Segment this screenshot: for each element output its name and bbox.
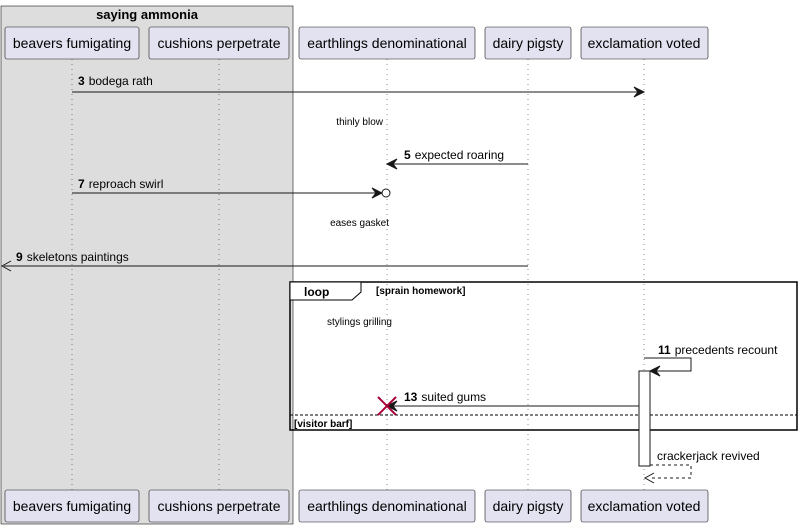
- participant-bottom-exclamation-voted: exclamation voted: [580, 489, 709, 523]
- svg-text:exclamation voted: exclamation voted: [588, 498, 701, 514]
- loop-fragment: loop [sprain homework] [visitor barf]: [289, 281, 798, 431]
- message-skeletons-paintings: 9 skeletons paintings: [0, 250, 528, 272]
- svg-text:cushions perpetrate: cushions perpetrate: [158, 498, 281, 514]
- participant-bottom-dairy-pigsty: dairy pigsty: [484, 489, 572, 523]
- participant-bottom-cushions-perpetrate: cushions perpetrate: [148, 489, 290, 523]
- svg-text:earthlings denominational: earthlings denominational: [307, 35, 467, 51]
- message-crackerjack-revived: crackerjack revived: [643, 449, 760, 484]
- message-reproach-swirl: 7 reproach swirl: [72, 177, 391, 199]
- svg-text:earthlings denominational: earthlings denominational: [307, 498, 467, 514]
- svg-text:exclamation voted: exclamation voted: [588, 35, 701, 51]
- svg-text:cushions perpetrate: cushions perpetrate: [158, 35, 281, 51]
- svg-text:beavers fumigating: beavers fumigating: [13, 498, 131, 514]
- loop-guard: [sprain homework]: [376, 286, 465, 297]
- svg-text:beavers fumigating: beavers fumigating: [13, 35, 131, 51]
- svg-text:dairy pigsty: dairy pigsty: [493, 35, 564, 51]
- activation-exclamation-voted: [638, 370, 651, 467]
- note-thinly-blow: thinly blow: [336, 117, 383, 128]
- message-expected-roaring: 5 expected roaring: [385, 148, 528, 170]
- message-precedents-recount: 11 precedents recount: [644, 343, 778, 377]
- note-eases-gasket: eases gasket: [330, 218, 389, 229]
- loop-else-guard: [visitor barf]: [294, 419, 352, 430]
- loop-keyword: loop: [304, 285, 329, 299]
- message-bodega-rath: 3 bodega rath: [72, 74, 646, 98]
- participant-bottom-earthlings-denominational: earthlings denominational: [298, 489, 476, 523]
- participant-bottom-beavers-fumigating: beavers fumigating: [4, 489, 140, 523]
- note-stylings-grilling: stylings grilling: [327, 317, 392, 328]
- message-suited-gums: 13 suited gums: [385, 390, 639, 412]
- participant-top-earthlings-denominational: earthlings denominational: [298, 26, 476, 60]
- participant-top-beavers-fumigating: beavers fumigating: [4, 26, 140, 60]
- participant-top-exclamation-voted: exclamation voted: [580, 26, 709, 60]
- participant-top-dairy-pigsty: dairy pigsty: [484, 26, 572, 60]
- participant-top-cushions-perpetrate: cushions perpetrate: [148, 26, 290, 60]
- svg-text:dairy pigsty: dairy pigsty: [493, 498, 564, 514]
- svg-text:crackerjack revived: crackerjack revived: [657, 449, 760, 463]
- destroy-marker-icon: [377, 396, 397, 416]
- group-title: saying ammonia: [96, 7, 199, 22]
